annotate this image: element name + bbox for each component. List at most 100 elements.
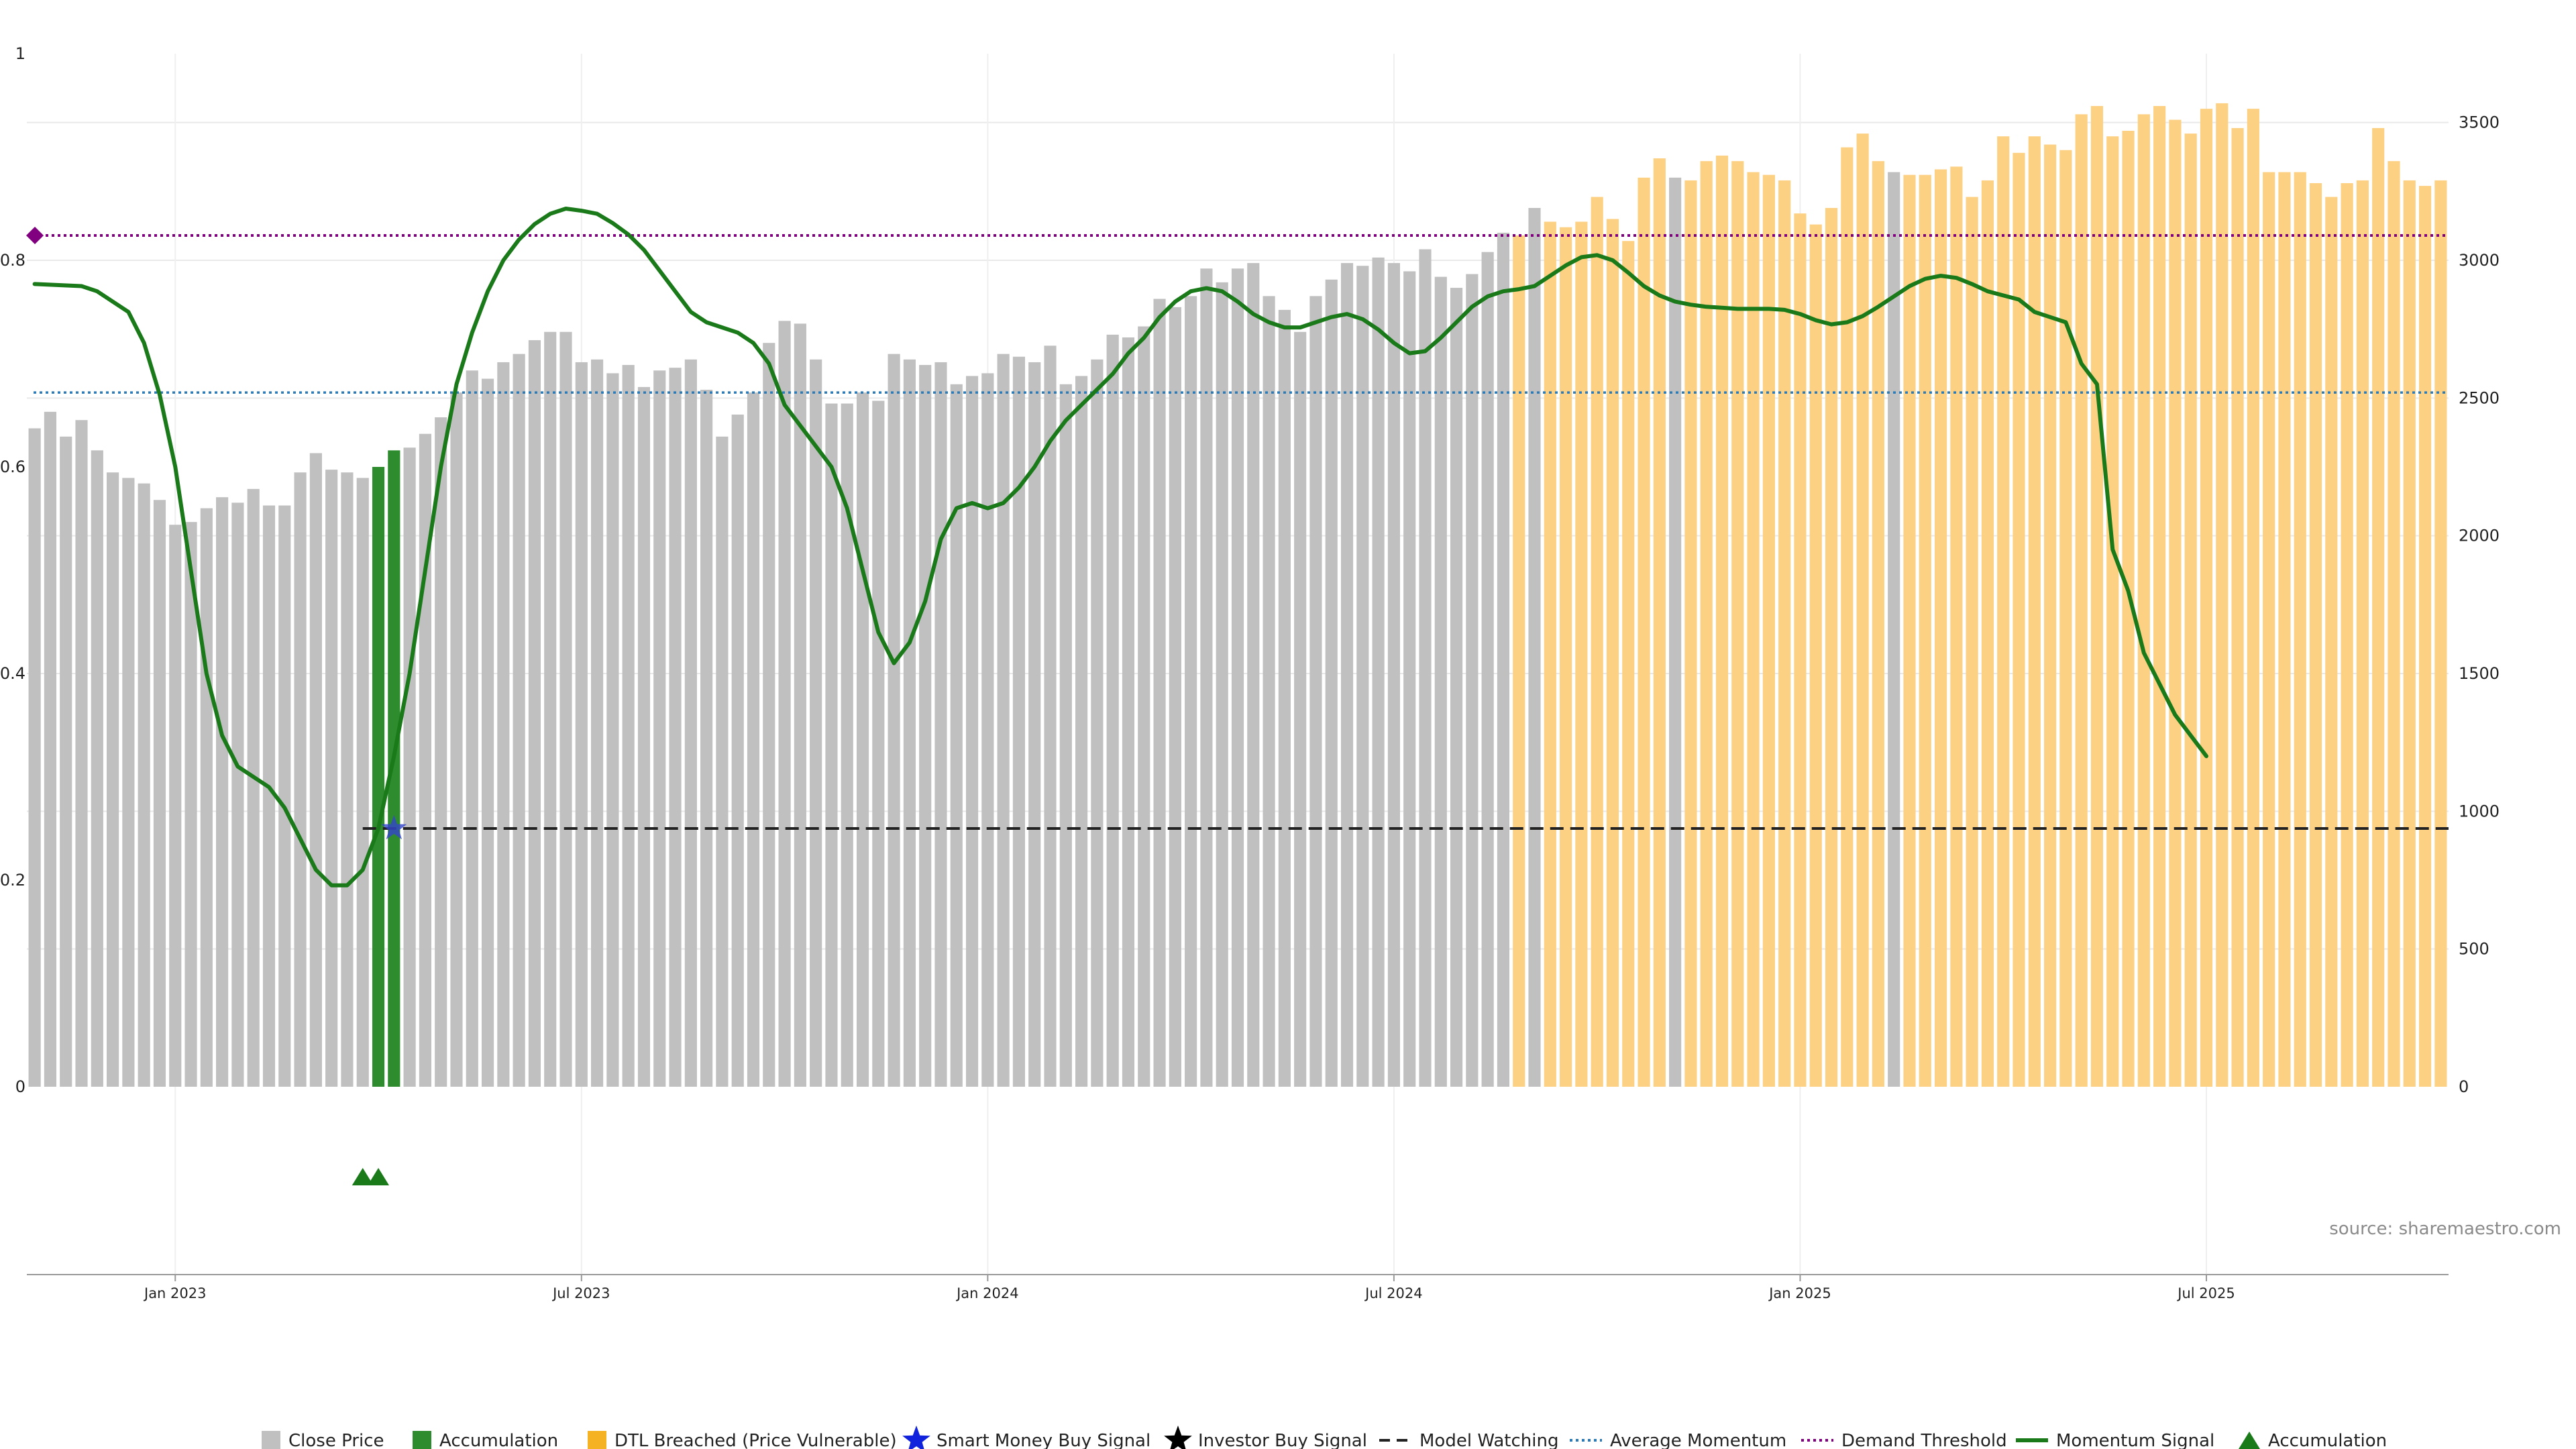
left-axis-tick-label: 0.8 bbox=[0, 251, 25, 270]
legend-label: Close Price bbox=[288, 1431, 384, 1449]
close-price-bar bbox=[919, 365, 932, 1087]
close-price-bar bbox=[747, 392, 760, 1087]
close-price-bar bbox=[497, 362, 510, 1087]
close-price-bar bbox=[559, 331, 572, 1087]
dtl-bar bbox=[2122, 130, 2135, 1087]
axes: 0 0.2 0.4 0.6 0.8 1 0 500 1000 1500 2000 2500 3000 35… bbox=[0, 44, 2500, 1301]
close-price-bar bbox=[810, 359, 822, 1087]
close-price-bar bbox=[231, 502, 244, 1087]
dtl-bar bbox=[2418, 186, 2432, 1087]
close-price-bar bbox=[637, 386, 651, 1087]
close-price-bar bbox=[528, 340, 541, 1087]
smart-money-buy-star bbox=[381, 815, 407, 840]
close-price-bar bbox=[1309, 296, 1322, 1087]
close-price-bar bbox=[950, 384, 963, 1087]
dtl-bar bbox=[1966, 197, 1978, 1087]
close-price-bar bbox=[1138, 326, 1150, 1087]
accumulation-bar bbox=[388, 450, 400, 1087]
close-price-bar bbox=[184, 522, 197, 1087]
close-price-bar bbox=[1028, 362, 1041, 1087]
dtl-bar bbox=[1700, 161, 1713, 1087]
legend-item-investor: Investor Buy Signal bbox=[1164, 1426, 1367, 1449]
dtl-bar bbox=[2434, 180, 2447, 1087]
close-price-bar bbox=[138, 483, 150, 1087]
dtl-bar bbox=[2044, 144, 2057, 1087]
close-price-bar bbox=[1340, 263, 1354, 1087]
left-axis-tick-label: 0 bbox=[15, 1077, 25, 1096]
close-price-bar bbox=[1153, 299, 1166, 1087]
dtl-bar bbox=[2294, 172, 2306, 1087]
right-axis-tick-label: 2000 bbox=[2459, 527, 2500, 545]
legend-swatch-accumulation bbox=[413, 1431, 431, 1449]
dtl-bar bbox=[2059, 150, 2072, 1087]
dtl-bar bbox=[1731, 161, 1744, 1087]
legend-label: Model Watching bbox=[1419, 1431, 1558, 1449]
x-axis-tick-label: Jul 2023 bbox=[551, 1285, 610, 1301]
signal-markers bbox=[352, 815, 407, 1185]
close-price-bar bbox=[1044, 345, 1057, 1087]
dtl-bar bbox=[1715, 155, 1729, 1087]
close-price-bar bbox=[169, 525, 182, 1087]
close-price-bar bbox=[1434, 276, 1447, 1087]
legend-swatch-accumulation-triangle bbox=[2239, 1432, 2260, 1449]
right-axis-tick-label: 1500 bbox=[2459, 664, 2500, 683]
close-price-bar bbox=[1185, 296, 1197, 1087]
dtl-bar bbox=[2341, 183, 2353, 1087]
dtl-bar bbox=[1560, 227, 1572, 1087]
close-price-bar bbox=[403, 447, 416, 1087]
close-price-bar bbox=[825, 403, 838, 1087]
dtl-bar bbox=[1653, 158, 1666, 1087]
dtl-bar bbox=[2278, 172, 2291, 1087]
legend-label: Accumulation bbox=[439, 1431, 558, 1449]
source-note: source: sharemaestro.com bbox=[2329, 1219, 2561, 1239]
close-price-bar bbox=[1231, 268, 1244, 1087]
dtl-bar bbox=[2169, 119, 2182, 1087]
close-price-bar bbox=[122, 478, 135, 1087]
dtl-bar bbox=[1856, 133, 1869, 1087]
close-price-bar bbox=[700, 390, 713, 1087]
close-price-bar bbox=[1669, 177, 1682, 1087]
close-price-bar bbox=[1481, 252, 1494, 1087]
dtl-bar bbox=[1591, 197, 1603, 1087]
close-price-bar bbox=[1403, 271, 1416, 1087]
close-price-bar bbox=[44, 411, 57, 1087]
x-axis-tick-label: Jan 2025 bbox=[1768, 1285, 1831, 1301]
dtl-bar bbox=[1794, 213, 1807, 1087]
close-price-bar bbox=[1888, 172, 1900, 1087]
dtl-bar bbox=[1809, 224, 1822, 1087]
accumulation-triangle bbox=[352, 1168, 374, 1185]
dtl-bar bbox=[2325, 197, 2338, 1087]
dtl-bar bbox=[2231, 127, 2244, 1087]
close-price-bar bbox=[153, 500, 166, 1087]
close-price-bar bbox=[1450, 288, 1463, 1087]
close-price-bar bbox=[1387, 263, 1400, 1087]
dtl-bar bbox=[1622, 241, 1635, 1087]
legend-label: Accumulation bbox=[2268, 1431, 2387, 1449]
close-price-bar bbox=[1216, 282, 1228, 1087]
close-price-bar bbox=[60, 436, 72, 1087]
close-price-bar bbox=[356, 478, 369, 1087]
close-price-bar bbox=[1356, 266, 1369, 1087]
x-axis-tick-label: Jan 2024 bbox=[955, 1285, 1019, 1301]
legend-item-dtl: DTL Breached (Price Vulnerable) bbox=[588, 1431, 897, 1449]
close-price-bar bbox=[107, 472, 119, 1087]
close-price-bar bbox=[1419, 249, 1432, 1087]
dtl-bar bbox=[1950, 166, 1963, 1087]
right-axis-tick-label: 0 bbox=[2459, 1077, 2469, 1096]
legend-label: Smart Money Buy Signal bbox=[936, 1431, 1150, 1449]
close-price-bar bbox=[1200, 268, 1213, 1087]
legend-item-model: Model Watching bbox=[1379, 1431, 1558, 1449]
legend-item-acc_marker: Accumulation bbox=[2239, 1431, 2387, 1449]
close-price-bar bbox=[731, 414, 744, 1087]
dtl-bar bbox=[2106, 136, 2119, 1087]
close-price-bar bbox=[325, 470, 338, 1087]
left-axis-tick-label: 0.2 bbox=[0, 871, 25, 890]
reference-lines bbox=[26, 227, 2449, 830]
close-price-bar bbox=[481, 378, 494, 1087]
momentum-signal-line bbox=[32, 207, 2208, 888]
close-price-bar bbox=[1263, 296, 1275, 1087]
legend-label: Demand Threshold bbox=[1841, 1431, 2007, 1449]
accumulation-triangle bbox=[368, 1168, 390, 1185]
legend-label: DTL Breached (Price Vulnerable) bbox=[614, 1431, 897, 1449]
